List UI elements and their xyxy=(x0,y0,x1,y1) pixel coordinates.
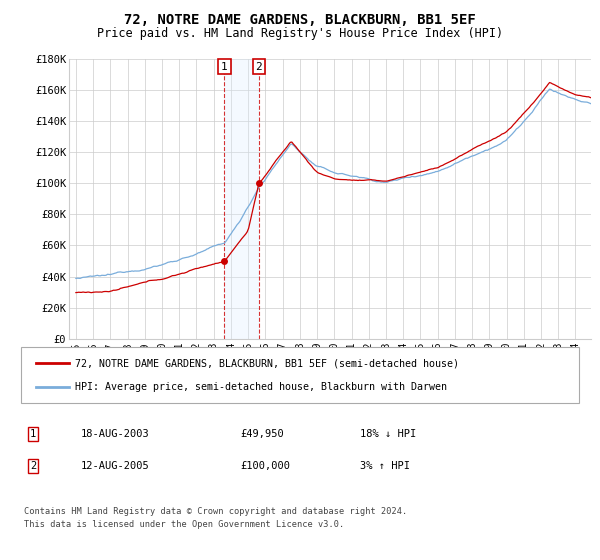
Text: 2: 2 xyxy=(30,461,36,471)
Text: £100,000: £100,000 xyxy=(240,461,290,471)
Text: 72, NOTRE DAME GARDENS, BLACKBURN, BB1 5EF: 72, NOTRE DAME GARDENS, BLACKBURN, BB1 5… xyxy=(124,13,476,27)
Text: 18% ↓ HPI: 18% ↓ HPI xyxy=(360,429,416,439)
Text: HPI: Average price, semi-detached house, Blackburn with Darwen: HPI: Average price, semi-detached house,… xyxy=(75,382,447,392)
Text: 1: 1 xyxy=(221,62,228,72)
Text: 1: 1 xyxy=(30,429,36,439)
Text: 12-AUG-2005: 12-AUG-2005 xyxy=(81,461,150,471)
Text: 3% ↑ HPI: 3% ↑ HPI xyxy=(360,461,410,471)
Text: 72, NOTRE DAME GARDENS, BLACKBURN, BB1 5EF (semi-detached house): 72, NOTRE DAME GARDENS, BLACKBURN, BB1 5… xyxy=(75,358,459,368)
Text: Price paid vs. HM Land Registry's House Price Index (HPI): Price paid vs. HM Land Registry's House … xyxy=(97,27,503,40)
Text: Contains HM Land Registry data © Crown copyright and database right 2024.
This d: Contains HM Land Registry data © Crown c… xyxy=(24,507,407,529)
Bar xyxy=(224,59,259,339)
Text: 18-AUG-2003: 18-AUG-2003 xyxy=(81,429,150,439)
Text: 2: 2 xyxy=(256,62,262,72)
Text: £49,950: £49,950 xyxy=(240,429,284,439)
